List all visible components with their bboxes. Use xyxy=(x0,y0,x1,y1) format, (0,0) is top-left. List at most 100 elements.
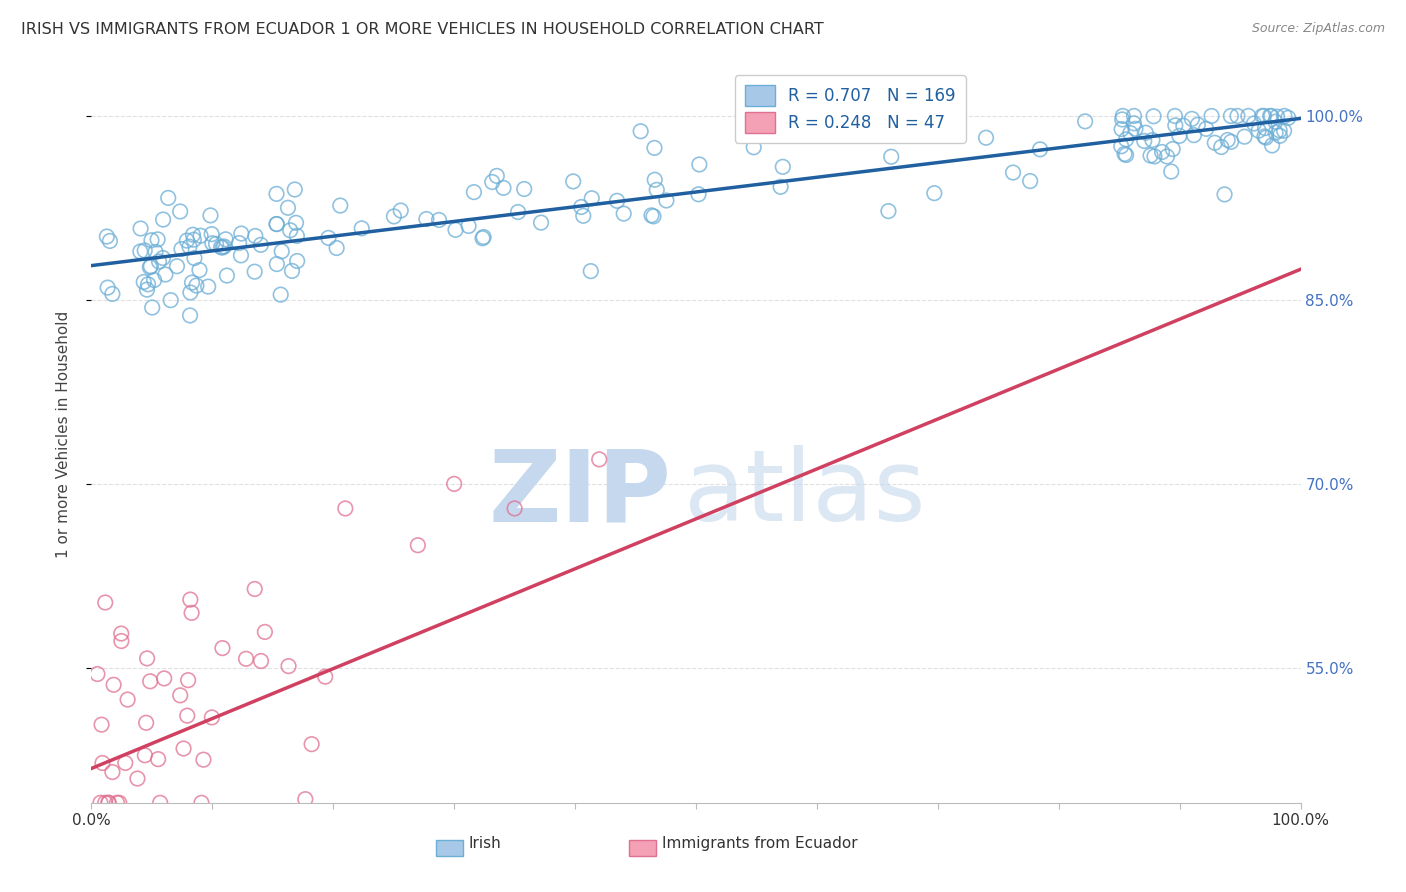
Point xyxy=(630,124,652,138)
Point xyxy=(1115,132,1137,146)
Point xyxy=(1139,148,1161,162)
Point xyxy=(1142,109,1164,123)
Point xyxy=(170,242,193,256)
Point xyxy=(211,240,233,254)
Point xyxy=(329,198,352,212)
Point xyxy=(645,183,668,197)
Point xyxy=(136,277,159,292)
Point xyxy=(166,259,188,273)
Point xyxy=(1111,122,1133,136)
Point xyxy=(350,221,373,235)
Point xyxy=(974,130,997,145)
Point xyxy=(1277,111,1299,125)
Point xyxy=(581,191,603,205)
Point xyxy=(139,674,162,689)
Point xyxy=(209,240,232,254)
Point xyxy=(1247,124,1270,138)
Point xyxy=(169,204,191,219)
Point xyxy=(139,259,162,273)
Point xyxy=(1125,121,1147,136)
Point xyxy=(181,227,204,242)
Point xyxy=(277,201,299,215)
Point xyxy=(1260,109,1282,123)
Point xyxy=(153,672,176,686)
Point xyxy=(110,626,132,640)
Text: Immigrants from Ecuador: Immigrants from Ecuador xyxy=(662,836,858,851)
Point xyxy=(1268,128,1291,143)
Point xyxy=(176,708,198,723)
Point xyxy=(129,221,152,235)
Point xyxy=(1109,139,1132,153)
Point xyxy=(655,194,678,208)
Point xyxy=(277,659,299,673)
Point xyxy=(924,186,946,201)
Point xyxy=(190,228,212,243)
Point xyxy=(688,157,710,171)
Point xyxy=(443,477,465,491)
Point xyxy=(318,231,340,245)
Point xyxy=(643,210,665,224)
Point xyxy=(1211,140,1233,154)
Point xyxy=(179,285,201,300)
Point xyxy=(644,173,666,187)
Point xyxy=(613,206,636,220)
Point xyxy=(197,279,219,293)
Point xyxy=(181,276,204,290)
Point xyxy=(228,235,250,250)
Point xyxy=(152,212,174,227)
Point xyxy=(1182,128,1205,142)
Point xyxy=(1112,109,1135,123)
Text: atlas: atlas xyxy=(683,445,925,542)
Point xyxy=(212,239,235,253)
Point xyxy=(1150,145,1173,159)
Point xyxy=(415,212,437,227)
Point xyxy=(205,237,228,252)
Point xyxy=(188,263,211,277)
Point xyxy=(243,265,266,279)
Point xyxy=(1254,121,1277,136)
Point xyxy=(1216,133,1239,147)
Point xyxy=(114,756,136,770)
Point xyxy=(281,264,304,278)
Point xyxy=(1173,119,1195,133)
Point xyxy=(1156,149,1178,163)
Point xyxy=(325,241,347,255)
Point xyxy=(1161,142,1184,156)
Point xyxy=(1019,174,1042,188)
Point xyxy=(190,796,212,810)
Point xyxy=(266,186,288,201)
Point xyxy=(177,673,200,688)
Point xyxy=(179,592,201,607)
Point xyxy=(1114,147,1136,161)
Point xyxy=(169,689,191,703)
Point xyxy=(215,268,238,283)
Point xyxy=(572,209,595,223)
Point xyxy=(1160,164,1182,178)
Point xyxy=(1251,109,1274,123)
Point xyxy=(134,244,156,258)
Point xyxy=(1002,165,1025,179)
Point xyxy=(492,181,515,195)
Point xyxy=(127,772,149,786)
Point xyxy=(1142,133,1164,147)
Point xyxy=(1264,114,1286,128)
Point xyxy=(253,624,276,639)
Point xyxy=(90,717,112,731)
Point xyxy=(457,219,479,233)
Point xyxy=(588,452,610,467)
Point xyxy=(877,204,900,219)
Point xyxy=(1201,109,1223,123)
Point xyxy=(314,670,336,684)
Point xyxy=(97,796,120,810)
Point xyxy=(606,194,628,208)
Point xyxy=(249,237,271,252)
Point xyxy=(94,595,117,609)
Point xyxy=(1123,109,1146,123)
Point xyxy=(149,796,172,810)
Point xyxy=(1253,109,1275,123)
Point xyxy=(382,210,405,224)
Point xyxy=(1226,109,1249,123)
Point xyxy=(89,796,111,810)
Point xyxy=(103,678,125,692)
Point xyxy=(1219,109,1241,123)
